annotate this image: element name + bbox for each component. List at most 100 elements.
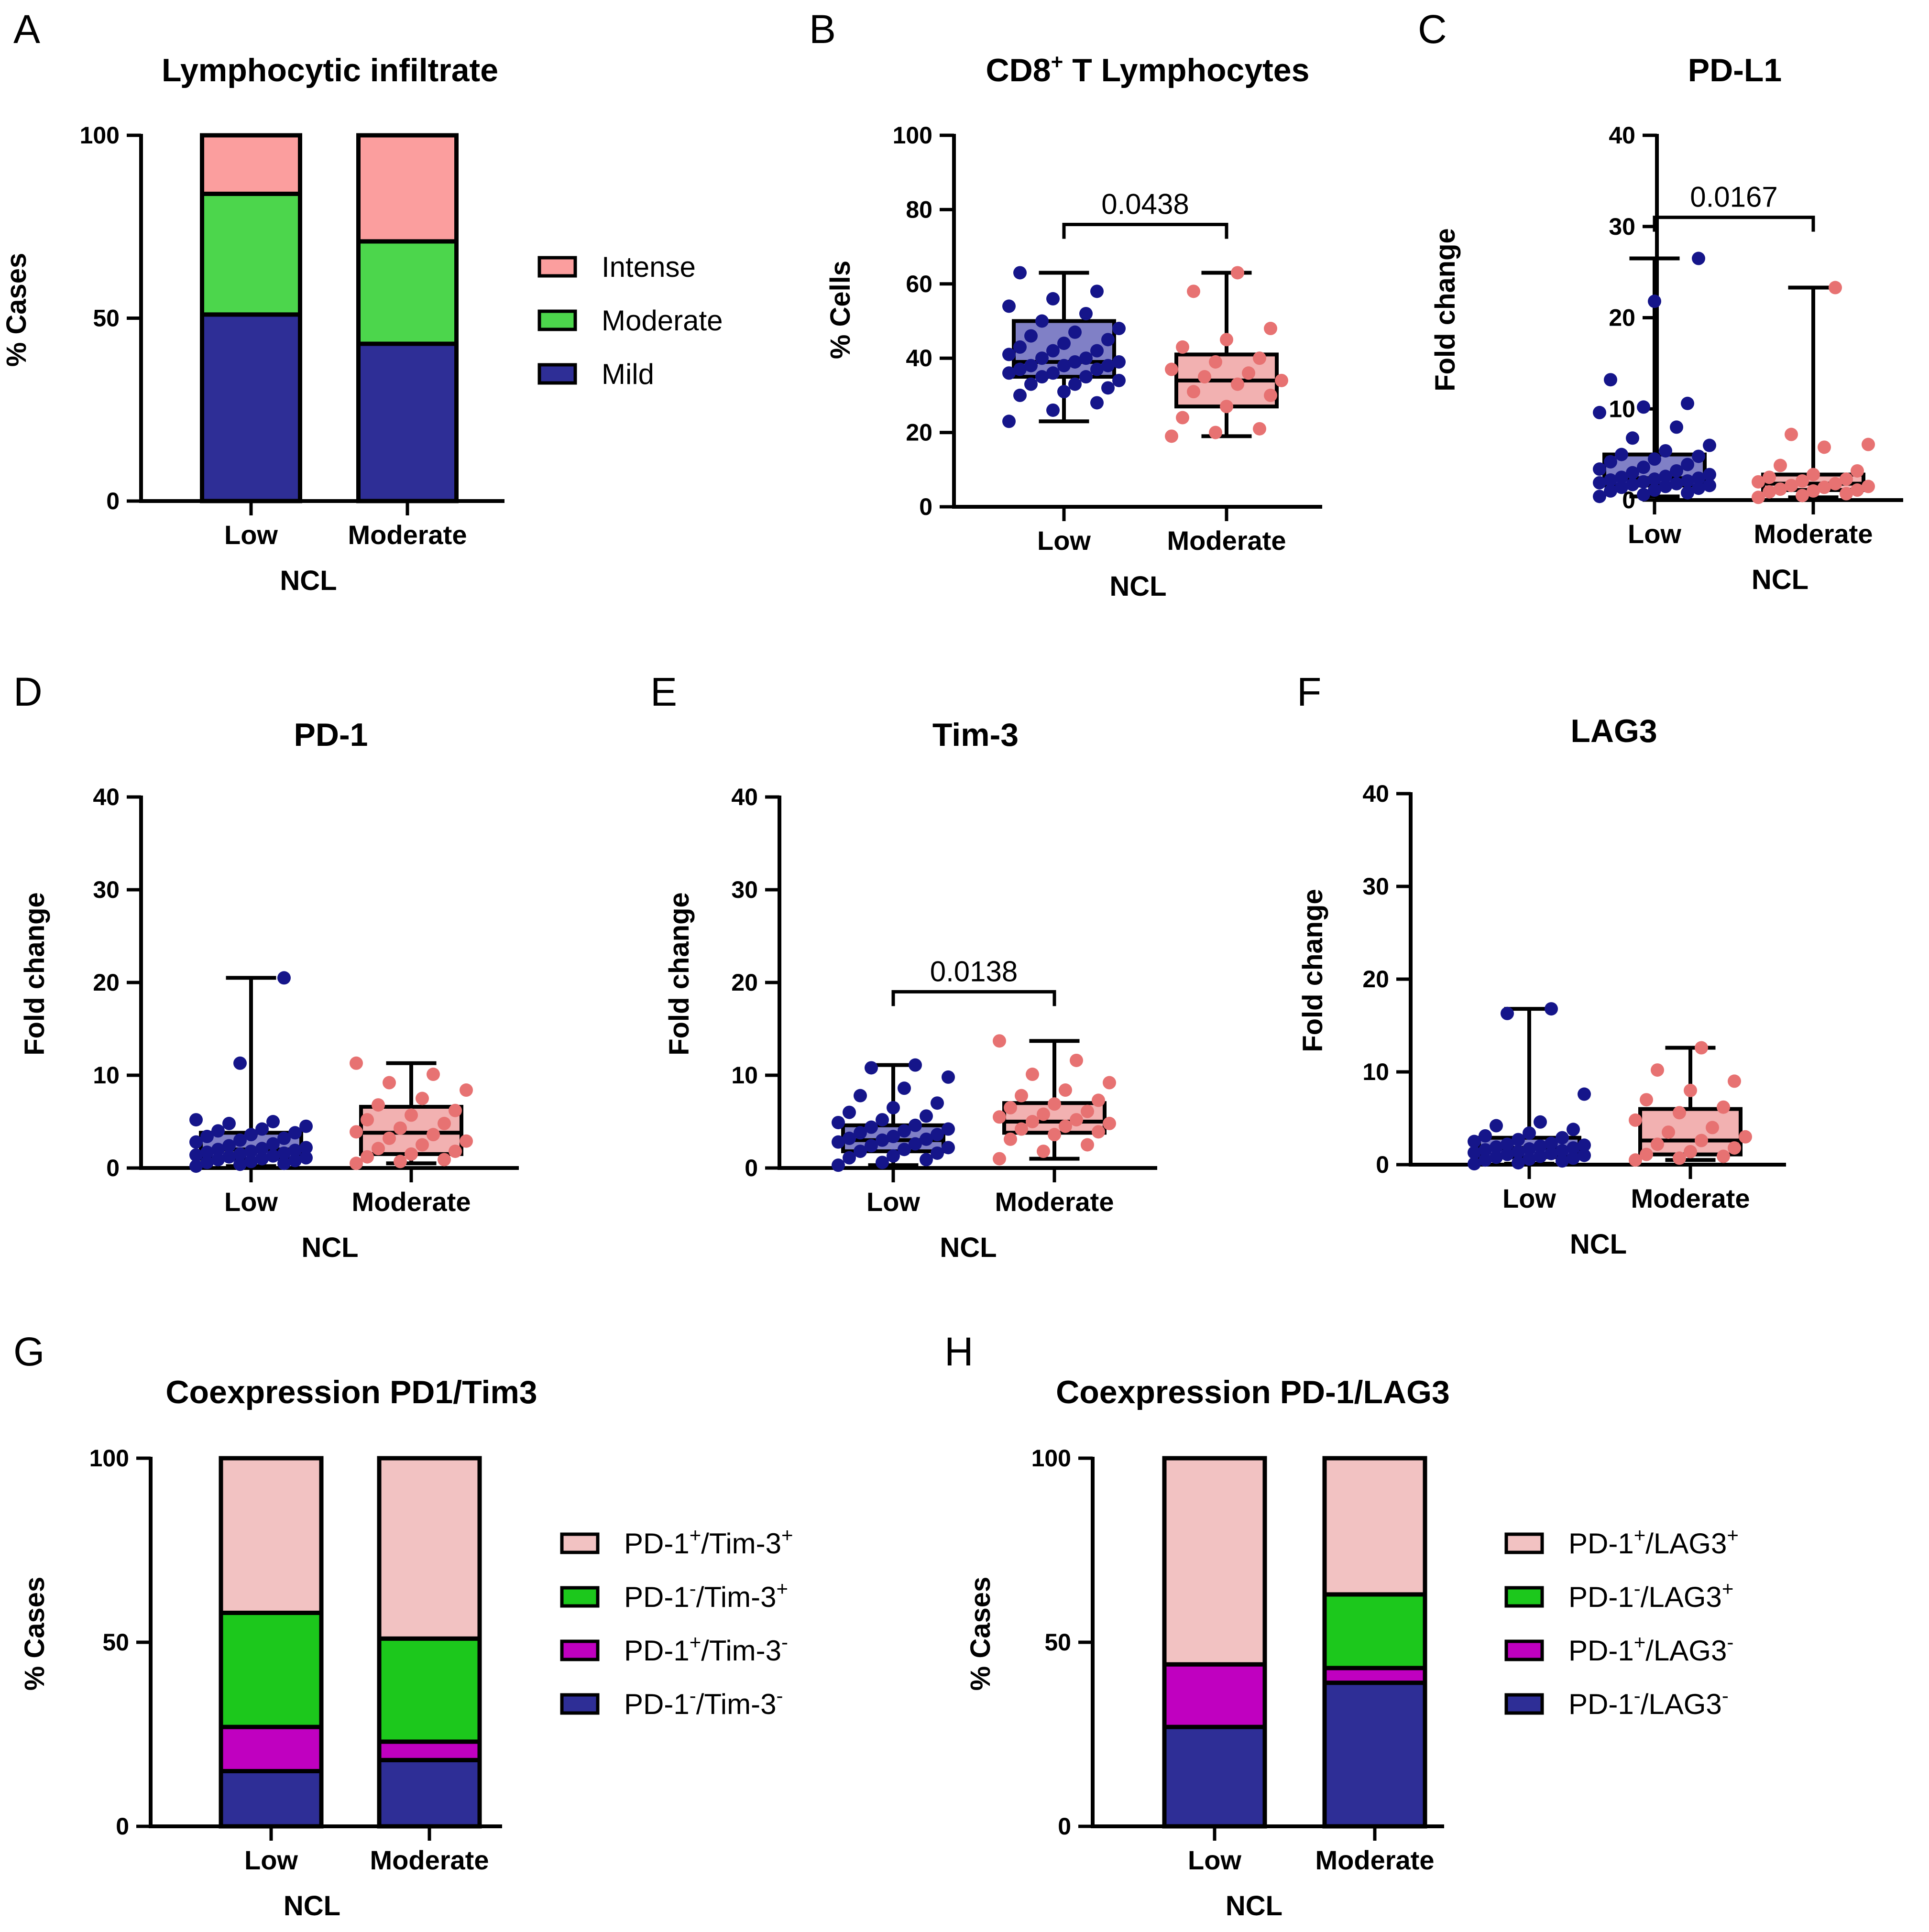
x-tick-label: Low	[1628, 519, 1681, 549]
data-point	[1090, 362, 1104, 376]
data-point	[1002, 348, 1016, 361]
data-point	[1862, 480, 1875, 493]
y-tick-label: 40	[906, 345, 932, 371]
x-axis-title: NCL	[1752, 564, 1808, 595]
data-point	[1578, 1138, 1591, 1152]
legend-label: PD-1+/Tim-3+	[624, 1524, 793, 1560]
y-tick-label: 40	[1362, 780, 1389, 807]
data-point	[1490, 1140, 1503, 1154]
legend-label: PD-1-/LAG3-	[1568, 1684, 1729, 1720]
chart-title-rest: T Lymphocytes	[1063, 52, 1309, 88]
data-point	[865, 1120, 878, 1134]
legend-swatch	[560, 1693, 600, 1715]
x-axis-title: NCL	[940, 1232, 997, 1263]
legend-text: /Tim-3	[701, 1635, 781, 1667]
legend-sup: -	[690, 1577, 696, 1600]
data-point	[865, 1139, 878, 1153]
x-tick-label: Moderate	[1167, 525, 1286, 556]
data-point	[200, 1156, 214, 1169]
data-point	[438, 1116, 451, 1130]
legend-sup: -	[690, 1684, 696, 1707]
legend-text: PD-1	[624, 1635, 690, 1667]
data-point	[1081, 1138, 1094, 1152]
x-tick-label: Moderate	[1631, 1183, 1750, 1213]
data-point	[920, 1153, 933, 1167]
data-point	[1840, 472, 1853, 486]
legend-sup: -	[1722, 1684, 1729, 1707]
data-point	[1523, 1152, 1536, 1166]
y-tick-label: 30	[1362, 873, 1389, 900]
data-point	[865, 1061, 878, 1075]
data-point	[1253, 422, 1266, 436]
data-point	[299, 1141, 313, 1155]
bar-segment-intense	[356, 133, 459, 244]
chart-title: Coexpression PD-1/LAG3	[1056, 1374, 1450, 1410]
data-point	[1057, 359, 1071, 372]
data-point	[1501, 1137, 1514, 1151]
data-point	[1068, 355, 1082, 369]
panel-B: B CD8+ T Lymphocytes 0 20 40 60 80 100 Low Modera…	[809, 7, 1322, 602]
panel-letter: F	[1297, 669, 1321, 714]
data-point	[1479, 1153, 1492, 1167]
bar-segment-pd-1-lag3-	[1162, 1725, 1267, 1829]
data-point	[1593, 476, 1606, 490]
data-point	[1651, 1063, 1664, 1077]
data-point	[1545, 1002, 1558, 1016]
data-point	[1637, 400, 1650, 414]
data-point	[1851, 483, 1864, 497]
y-tick-label: 10	[731, 1062, 758, 1089]
legend-sup: -	[1634, 1684, 1641, 1707]
x-tick-label: Low	[224, 1187, 278, 1217]
data-point	[1468, 1135, 1481, 1148]
y-axis-title: % Cells	[825, 261, 856, 359]
data-point	[1048, 1097, 1061, 1111]
data-point	[1264, 388, 1277, 402]
data-point	[244, 1145, 258, 1158]
legend-swatch	[1504, 1639, 1544, 1661]
data-point	[920, 1109, 933, 1123]
data-point	[1593, 490, 1606, 503]
y-tick-label: 100	[80, 122, 120, 149]
data-point	[942, 1070, 955, 1084]
data-point	[898, 1081, 911, 1095]
data-point	[1626, 466, 1639, 480]
legend-swatch	[537, 363, 577, 385]
data-point	[460, 1083, 473, 1097]
data-point	[1264, 322, 1277, 336]
data-point	[832, 1115, 845, 1129]
data-point	[1092, 1125, 1105, 1139]
data-point	[1615, 480, 1628, 494]
y-tick-label: 60	[906, 271, 932, 297]
data-point	[1692, 471, 1705, 485]
data-point	[438, 1153, 451, 1167]
data-point	[394, 1121, 407, 1135]
data-point	[1703, 468, 1716, 481]
y-tick-label: 0	[1376, 1151, 1389, 1178]
panel-letter: E	[650, 669, 677, 714]
data-point	[383, 1131, 396, 1145]
y-tick-label: 10	[1609, 395, 1635, 422]
y-axis-title: Fold change	[1430, 228, 1461, 392]
data-point	[1523, 1126, 1536, 1140]
data-point	[1165, 362, 1178, 376]
legend-sup: -	[781, 1631, 788, 1653]
data-point	[244, 1155, 258, 1168]
y-axis-title: % Cases	[19, 1577, 50, 1691]
data-point	[1004, 1132, 1017, 1146]
data-point	[843, 1105, 856, 1119]
data-point	[222, 1150, 236, 1164]
data-point	[1807, 484, 1820, 498]
legend-label: PD-1-/Tim-3+	[624, 1577, 788, 1613]
data-point	[189, 1148, 203, 1162]
y-tick-label: 40	[1609, 122, 1635, 149]
legend-label: Moderate	[602, 305, 723, 337]
data-point	[1059, 1083, 1072, 1097]
y-tick-label: 0	[106, 488, 120, 514]
legend-text: PD-1	[624, 1528, 690, 1560]
data-point	[1763, 470, 1776, 484]
data-point	[1081, 1104, 1094, 1118]
data-point	[1695, 1134, 1708, 1147]
legend-sup: +	[781, 1524, 793, 1546]
x-axis-title: NCL	[280, 565, 337, 596]
data-point	[1035, 351, 1049, 365]
